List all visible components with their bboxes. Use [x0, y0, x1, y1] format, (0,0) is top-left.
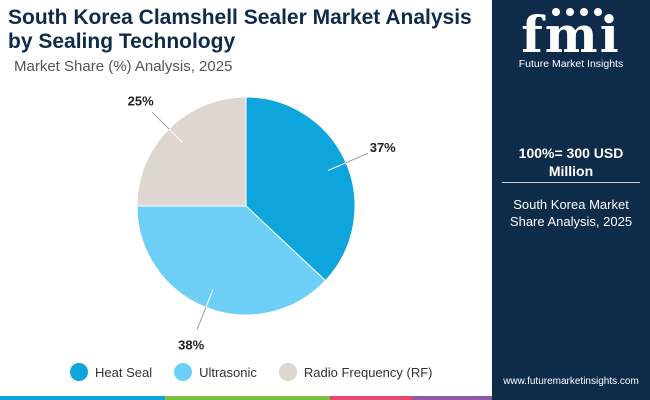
legend-item-radio-frequency: Radio Frequency (RF) [278, 363, 433, 381]
bar-segment [330, 396, 412, 400]
logo-icons [552, 8, 602, 16]
logo-text: fmi [521, 5, 621, 64]
bar-segment [0, 396, 165, 400]
legend-swatch [70, 363, 88, 381]
data-label: 38% [178, 338, 204, 353]
legend-label: Radio Frequency (RF) [303, 364, 433, 380]
sidebar-caption: South Korea Market Share Analysis, 2025 [509, 197, 633, 229]
legend-label: Ultrasonic [199, 364, 257, 380]
leader-line-outer [151, 111, 170, 130]
sidebar: fmi Future Market Insights 100%= 300 USD… [492, 0, 650, 400]
leader-line-outer [196, 307, 207, 330]
data-label: 37% [370, 140, 396, 155]
legend-label: Heat Seal [95, 364, 153, 380]
logo-subtext: Future Market Insights [518, 58, 624, 70]
fmi-logo: fmi Future Market Insights [492, 0, 650, 80]
divider [502, 182, 640, 183]
legend-swatch [278, 363, 297, 381]
legend-item-ultrasonic: Ultrasonic [174, 363, 257, 381]
main-panel: South Korea Clamshell Sealer Market Anal… [0, 6, 492, 400]
data-label: 25% [128, 94, 154, 109]
logo-dot-icon [566, 8, 574, 16]
legend-swatch [174, 363, 193, 381]
leader-line-outer [345, 152, 369, 164]
chart-subtitle: Market Share (%) Analysis, 2025 [14, 58, 233, 75]
total-value: 100%= 300 USD Million [518, 145, 624, 179]
legend-item-heat-seal: Heat Seal [70, 363, 152, 381]
legend: Heat Seal Ultrasonic Radio Frequency (RF… [70, 363, 455, 381]
logo-dot-icon [552, 8, 560, 16]
pie-chart: 37% 38% 25% [128, 94, 397, 353]
bar-segment [412, 396, 492, 400]
website-link[interactable]: www.futuremarketinsights.com [503, 376, 639, 387]
chart-title: South Korea Clamshell Sealer Market Anal… [8, 6, 472, 53]
logo-dot-icon [594, 8, 602, 16]
bottom-color-bar [0, 396, 492, 400]
logo-dot-icon [580, 8, 588, 16]
bar-segment [165, 396, 330, 400]
